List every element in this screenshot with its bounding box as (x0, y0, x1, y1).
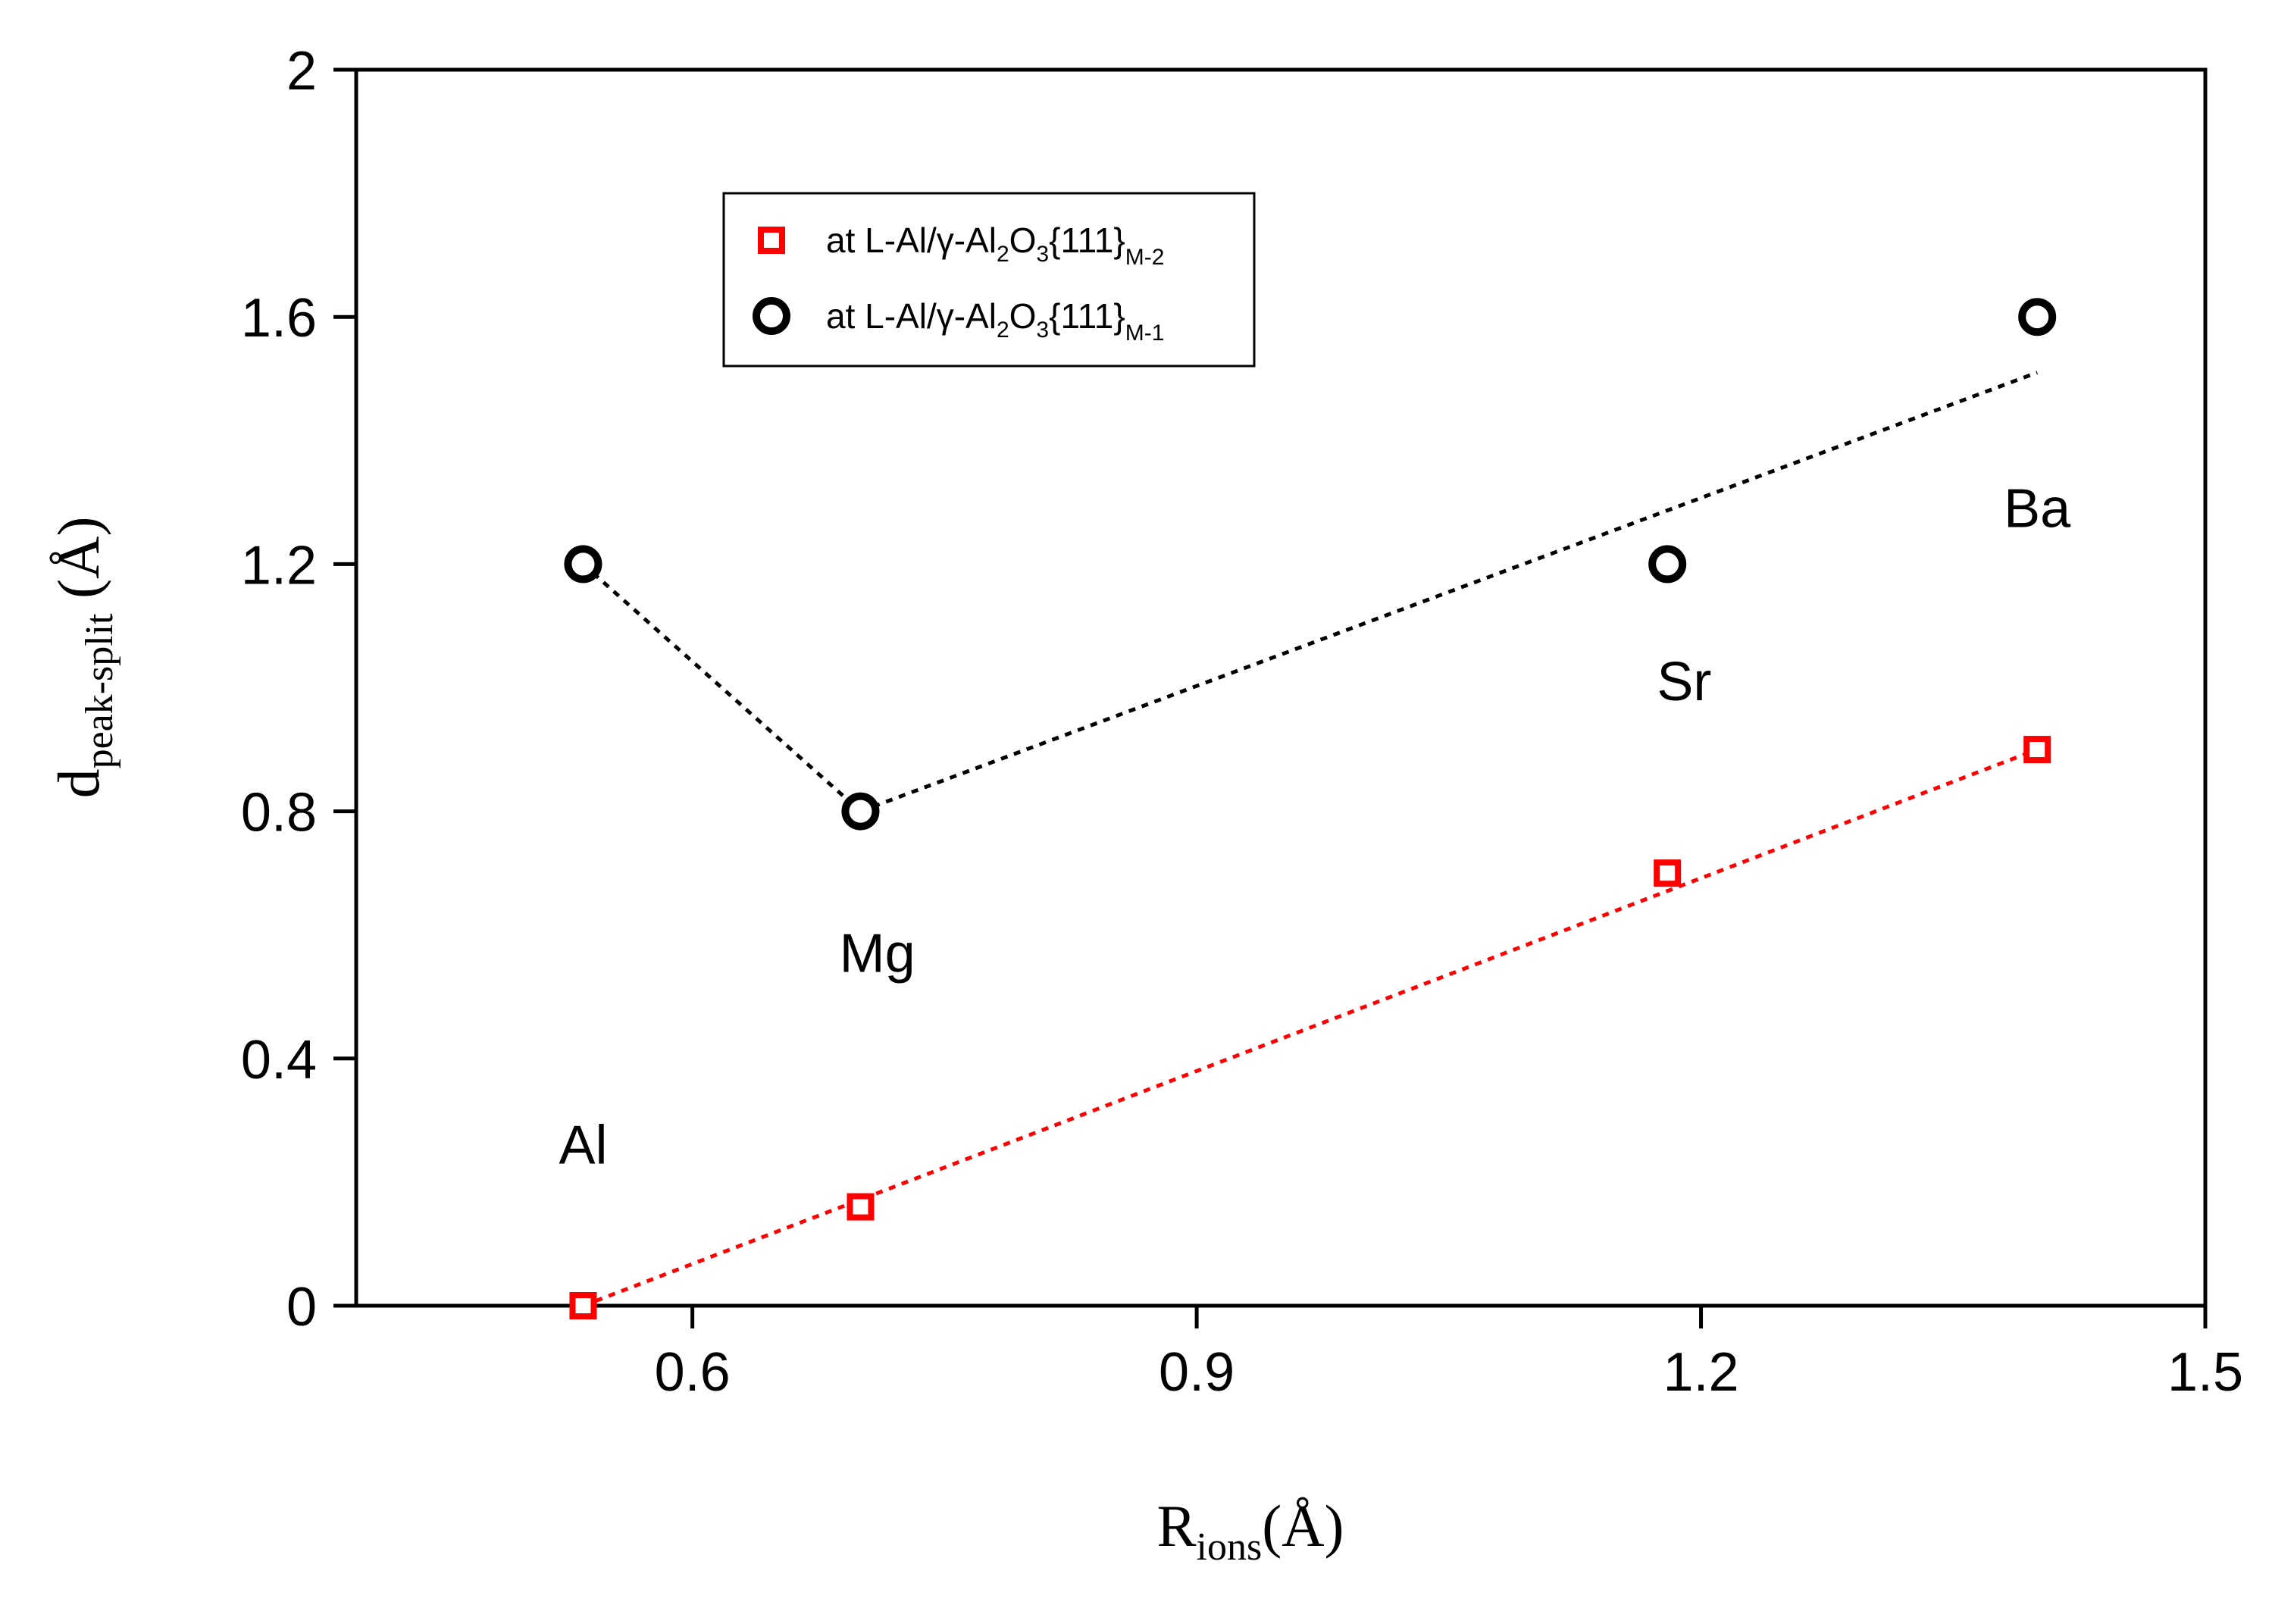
annotation-label: Sr (1657, 652, 1711, 712)
plot-frame (354, 67, 2208, 1308)
data-point-m1 (2018, 298, 2057, 336)
axes-layer: 0.6 0.9 1.2 1.5 0 0.4 0.8 1.2 1.6 2 (241, 41, 2243, 1403)
fit-line-m2 (582, 747, 2039, 1308)
data-point-m1 (1648, 545, 1687, 584)
x-tick-label: 0.6 (655, 1342, 731, 1403)
annotation-label: Mg (840, 924, 915, 984)
data-point-m2 (2023, 736, 2051, 764)
x-tick-label: 1.2 (1663, 1342, 1738, 1403)
annotation-label: Ba (2004, 478, 2071, 539)
annotations-layer: Al Mg Sr Ba (559, 478, 2071, 1175)
data-points-layer (564, 298, 2057, 1319)
y-tick-label: 1.2 (241, 535, 317, 596)
y-tick-label: 0 (286, 1277, 317, 1338)
fit-line-m1 (859, 371, 2039, 813)
legend-label: at L-Al/γ-Al2O3{111}M-1 (826, 296, 1164, 346)
legend-marker-circle (753, 297, 790, 335)
x-axis-title: Rions(Å) (1157, 1493, 1344, 1569)
y-tick-label: 2 (286, 41, 317, 102)
annotation-label: Al (559, 1115, 607, 1175)
x-tick-label: 0.9 (1159, 1342, 1235, 1403)
data-point-m2 (569, 1292, 597, 1319)
axis-titles: Rions(Å) dpeak-split (Å) (45, 517, 1344, 1569)
data-point-m1 (564, 545, 602, 584)
data-point-m1 (841, 792, 880, 831)
legend-marker-square (758, 227, 785, 254)
fit-lines-layer (581, 371, 2039, 1308)
y-axis-title: dpeak-split (Å) (45, 517, 121, 799)
x-tick-label: 1.5 (2167, 1342, 2243, 1403)
fit-line-m1 (581, 562, 862, 813)
data-point-m2 (847, 1193, 875, 1221)
y-tick-label: 1.6 (241, 288, 317, 349)
legend-label: at L-Al/γ-Al2O3{111}M-2 (826, 221, 1164, 270)
legend-box (722, 192, 1256, 368)
legend: at L-Al/γ-Al2O3{111}M-2 at L-Al/γ-Al2O3{1… (722, 192, 1256, 368)
y-tick-label: 0.8 (241, 783, 317, 843)
y-tick-label: 0.4 (241, 1030, 317, 1090)
data-point-m2 (1654, 859, 1682, 887)
